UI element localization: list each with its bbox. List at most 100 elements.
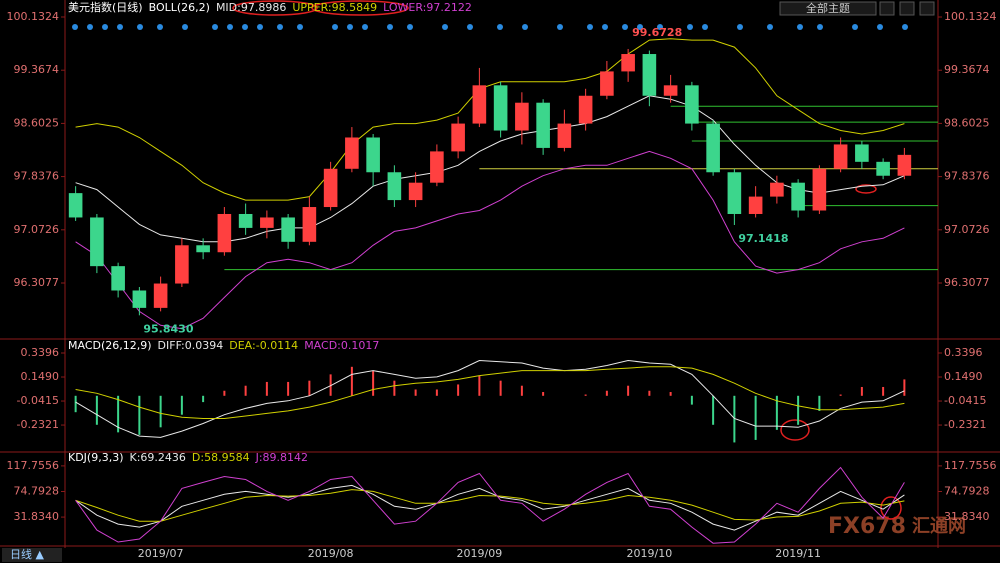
hand-annotations bbox=[232, 0, 902, 520]
candle-body bbox=[897, 154, 912, 176]
price-annotation: 97.1418 bbox=[738, 232, 788, 245]
event-dot bbox=[442, 24, 448, 30]
y-tick-label: 117.7556 bbox=[7, 459, 60, 472]
period-box[interactable] bbox=[2, 548, 62, 562]
price-annotation: 99.6728 bbox=[632, 26, 682, 39]
event-dot bbox=[797, 24, 803, 30]
event-dot bbox=[877, 24, 883, 30]
y-tick-label: -0.2321 bbox=[17, 418, 59, 431]
y-tick-label: 99.3674 bbox=[14, 63, 60, 76]
legend-entry: MACD:0.1017 bbox=[304, 339, 379, 352]
candle-body bbox=[323, 168, 338, 208]
candle-body bbox=[153, 283, 168, 308]
event-dot bbox=[522, 24, 528, 30]
event-dot bbox=[347, 24, 353, 30]
chart-title: MACD(26,12,9) bbox=[68, 339, 152, 352]
candle-body bbox=[685, 85, 699, 124]
icon-button[interactable] bbox=[919, 1, 935, 16]
candle-body bbox=[68, 193, 83, 218]
event-dot bbox=[277, 24, 283, 30]
candle-body bbox=[111, 266, 125, 291]
theme-dropdown[interactable]: 全部主题 bbox=[779, 1, 877, 16]
y-tick-label: 97.0726 bbox=[944, 223, 990, 236]
event-dot bbox=[362, 24, 368, 30]
candle-body bbox=[387, 172, 402, 201]
icon-button[interactable] bbox=[899, 1, 915, 16]
period-button[interactable]: 日线 ▲ bbox=[2, 547, 62, 562]
indicator-line bbox=[75, 484, 905, 531]
candle-body bbox=[430, 151, 444, 183]
candle-body bbox=[366, 137, 380, 173]
chart-title: 美元指数(日线) bbox=[68, 0, 143, 14]
event-dot bbox=[767, 24, 773, 30]
event-dot bbox=[902, 24, 908, 30]
indicator-line bbox=[75, 359, 905, 438]
event-dot bbox=[657, 24, 663, 30]
candle-body bbox=[217, 213, 232, 253]
event-dot bbox=[297, 24, 303, 30]
icon-button[interactable] bbox=[879, 1, 895, 16]
candle-body bbox=[642, 54, 657, 96]
y-tick-label: 0.3396 bbox=[21, 346, 60, 359]
candle-body bbox=[281, 217, 295, 242]
x-tick-label: 2019/08 bbox=[308, 547, 354, 560]
candle-body bbox=[238, 213, 253, 228]
y-tick-label: 117.7556 bbox=[944, 459, 997, 472]
legend-entry: K:69.2436 bbox=[130, 451, 186, 464]
candle-body bbox=[833, 144, 848, 169]
candle-body bbox=[196, 245, 210, 253]
event-dot bbox=[497, 24, 503, 30]
candle-body bbox=[557, 123, 572, 148]
event-dot bbox=[332, 24, 338, 30]
chart-title: KDJ(9,3,3) bbox=[68, 451, 124, 464]
indicator-name: BOLL(26,2) bbox=[149, 1, 210, 14]
event-dot bbox=[557, 24, 563, 30]
event-dot bbox=[587, 24, 593, 30]
candle-body bbox=[578, 95, 593, 124]
indicator-line bbox=[75, 95, 905, 243]
y-tick-label: 31.8340 bbox=[944, 510, 990, 523]
candle-body bbox=[408, 182, 423, 201]
event-dot bbox=[622, 24, 628, 30]
x-tick-label: 2019/09 bbox=[457, 547, 503, 560]
x-tick-label: 2019/10 bbox=[627, 547, 673, 560]
event-dot bbox=[702, 24, 708, 30]
y-tick-label: -0.2321 bbox=[944, 418, 986, 431]
y-tick-label: 74.7928 bbox=[944, 484, 990, 497]
dropdown-box[interactable] bbox=[779, 1, 877, 16]
candle-body bbox=[876, 161, 890, 176]
candle-body bbox=[812, 168, 827, 211]
event-dot bbox=[257, 24, 263, 30]
y-tick-label: 0.1490 bbox=[944, 370, 983, 383]
y-tick-label: 100.1324 bbox=[944, 10, 997, 23]
y-tick-label: 99.3674 bbox=[944, 63, 990, 76]
y-tick-label: 96.3077 bbox=[944, 276, 990, 289]
indicator-line bbox=[75, 150, 905, 330]
candle-body bbox=[600, 71, 614, 96]
candle-body bbox=[302, 207, 317, 242]
candle-body bbox=[706, 123, 720, 173]
legend-entry: J:89.8142 bbox=[255, 451, 308, 464]
candle-body bbox=[132, 290, 147, 308]
legend-entry: UPPER:98.5849 bbox=[292, 1, 377, 14]
x-tick-label: 2019/07 bbox=[138, 547, 184, 560]
highlight-ellipse bbox=[232, 0, 318, 16]
y-tick-label: -0.0415 bbox=[17, 394, 59, 407]
event-dot bbox=[157, 24, 163, 30]
y-tick-label: 97.8376 bbox=[944, 170, 990, 183]
candle-body bbox=[345, 137, 359, 169]
y-tick-label: 98.6025 bbox=[14, 116, 60, 129]
y-tick-label: 96.3077 bbox=[14, 276, 60, 289]
watermark-site: 汇通网 bbox=[912, 516, 966, 537]
y-tick-label: -0.0415 bbox=[944, 394, 986, 407]
event-dot bbox=[182, 24, 188, 30]
dropdown-label[interactable]: 全部主题 bbox=[806, 1, 850, 15]
indicator-line bbox=[75, 466, 905, 544]
event-dot bbox=[817, 24, 823, 30]
event-dot bbox=[117, 24, 123, 30]
period-label[interactable]: 日线 ▲ bbox=[10, 547, 44, 561]
event-dot bbox=[72, 24, 78, 30]
legend-entry: D:58.9584 bbox=[192, 451, 250, 464]
